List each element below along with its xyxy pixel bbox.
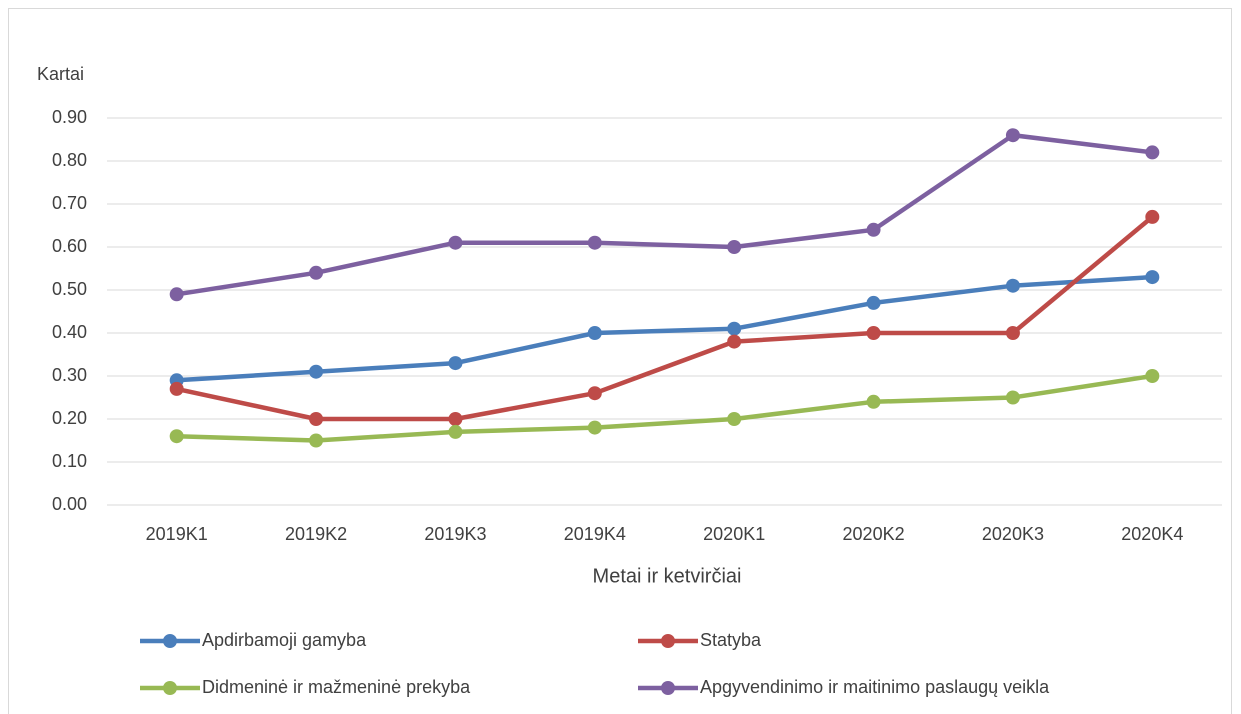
x-tick-label: 2019K4 [564,524,626,544]
y-tick-label: 0.10 [52,451,87,471]
series-line [176,274,1153,383]
data-point [309,412,324,426]
data-point [169,287,184,302]
y-tick-label: 0.20 [52,408,87,428]
x-tick-label: 2019K3 [424,524,486,544]
y-tick-label: 0.60 [52,236,87,256]
y-tick-label: 0.40 [52,322,87,342]
x-tick-label: 2019K1 [146,524,208,544]
data-point [866,295,881,310]
y-tick-label: 0.00 [52,494,87,514]
chart-border [8,8,1232,714]
legend-label: Didmeninė ir mažmeninė prekyba [202,677,471,697]
x-tick-label: 2019K2 [285,524,347,544]
data-point [587,386,602,401]
x-axis-label: Metai ir ketvirčiai [593,565,742,587]
data-point [866,394,881,409]
data-point [1005,326,1020,340]
data-point [1145,145,1160,160]
data-point [587,420,602,435]
x-tick-label: 2020K2 [843,524,905,544]
x-tick-label: 2020K4 [1121,524,1183,544]
data-point [309,265,324,280]
data-point [309,433,324,448]
data-point [1145,209,1160,224]
series-line [176,373,1153,443]
legend-label: Apdirbamoji gamyba [202,630,367,650]
data-point [727,412,742,426]
x-tick-label: 2020K3 [982,524,1044,544]
y-axis-label: Kartai [37,64,84,84]
data-point [1145,270,1160,285]
data-point [309,364,324,379]
legend-marker [661,681,675,695]
data-point [1005,390,1020,405]
data-point [1005,278,1020,293]
data-point [866,222,881,237]
data-point [448,412,463,426]
legend-label: Apgyvendinimo ir maitinimo paslaugų veik… [700,677,1050,697]
data-point [866,326,881,340]
y-tick-label: 0.80 [52,150,87,170]
legend-marker [661,634,675,648]
data-point [727,334,742,349]
data-point [448,424,463,439]
data-point [448,235,463,250]
series-line [176,132,1153,297]
x-tick-label: 2020K1 [703,524,765,544]
series-line [176,215,1154,422]
legend-marker [163,681,177,695]
data-point [587,235,602,250]
y-tick-label: 0.50 [52,279,87,299]
legend-label: Statyba [700,630,762,650]
data-point [1145,369,1160,383]
data-point [169,381,184,396]
y-tick-label: 0.70 [52,193,87,213]
data-point [587,326,602,340]
legend-marker [163,634,177,648]
data-point [727,240,742,254]
data-point [448,356,463,371]
data-point [1005,128,1020,143]
y-tick-label: 0.90 [52,107,87,127]
y-tick-label: 0.30 [52,365,87,385]
data-point [727,321,742,336]
data-point [169,429,184,444]
